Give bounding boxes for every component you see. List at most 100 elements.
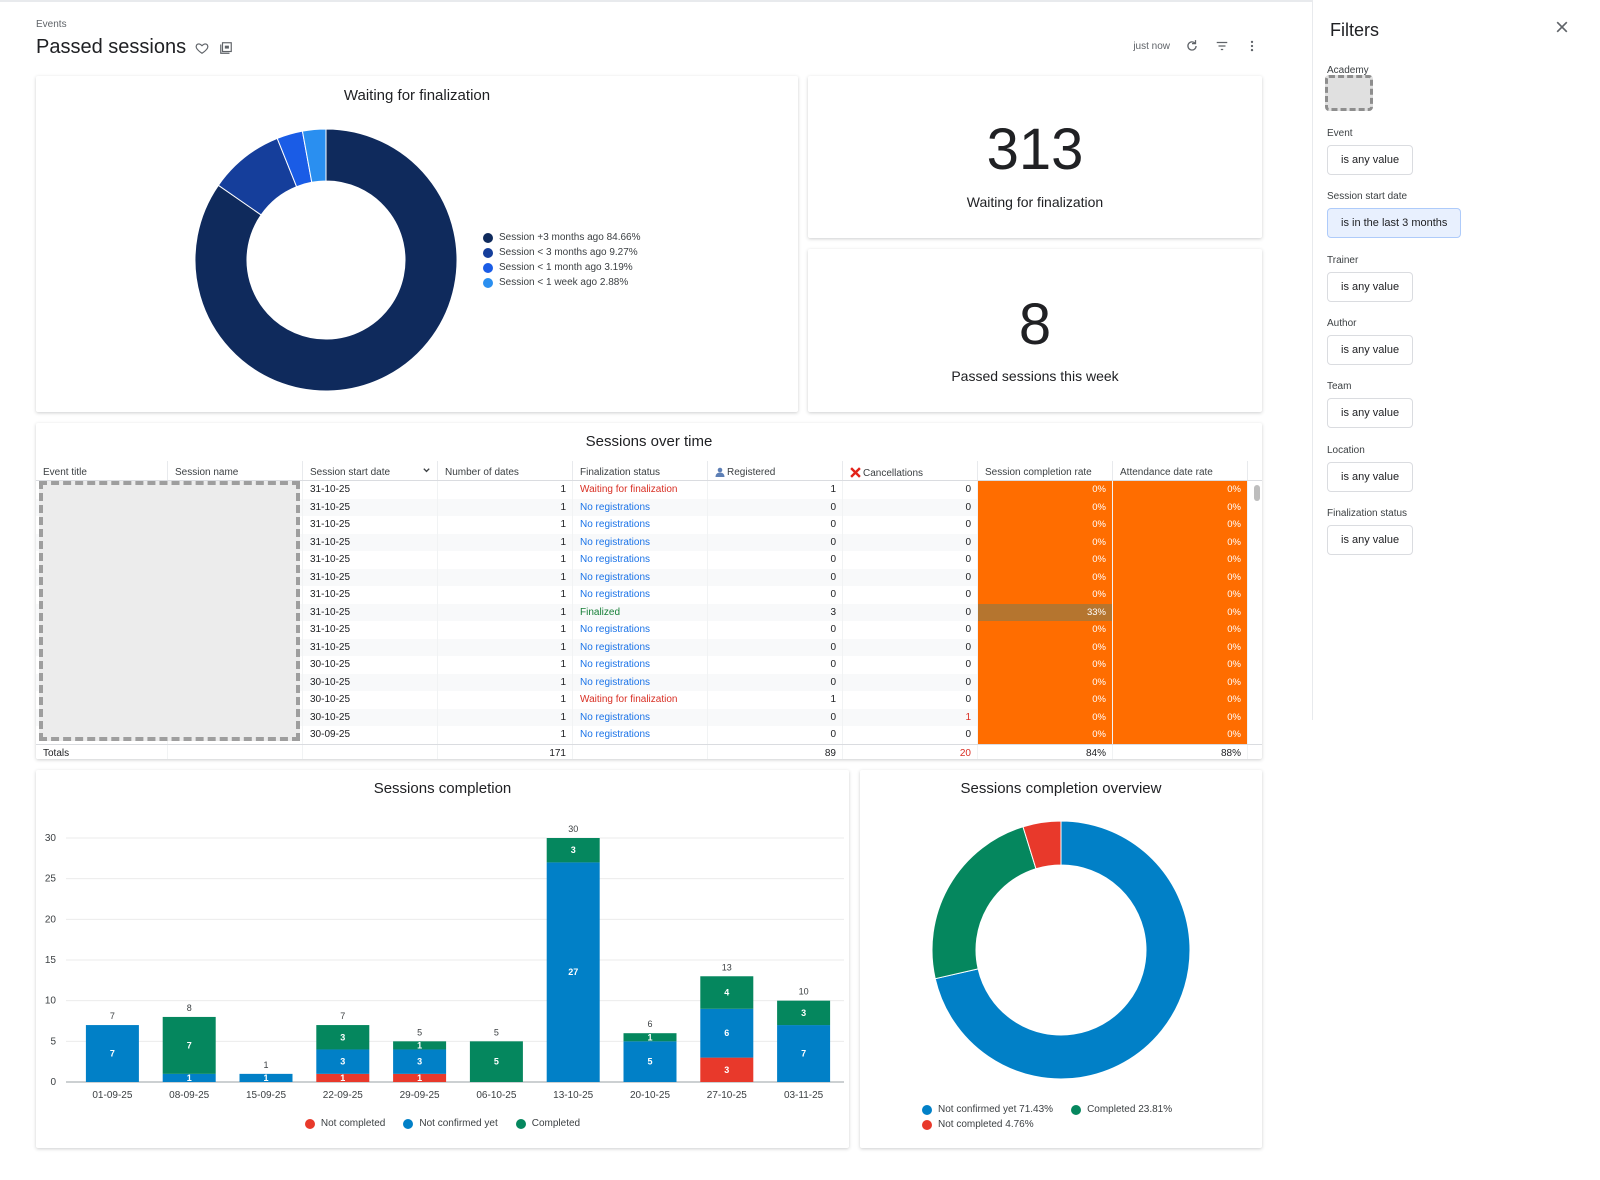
totals-empty: [303, 744, 438, 759]
overview-donut-slice[interactable]: [931, 826, 1037, 980]
legend-item: Completed: [515, 1116, 580, 1131]
bar-segment[interactable]: [85, 1025, 139, 1082]
heart-icon[interactable]: [194, 40, 210, 56]
bar-segment[interactable]: [393, 1041, 447, 1050]
bar-segment[interactable]: [469, 1041, 523, 1082]
cell-cancellations: 0: [843, 516, 978, 534]
filter-chip-trainer[interactable]: is any value: [1327, 272, 1414, 302]
filter-chip-team[interactable]: is any value: [1327, 398, 1414, 428]
bar-segment[interactable]: [623, 1033, 677, 1042]
waiting-donut-chart: [194, 128, 458, 392]
x-tick-label: 22-09-25: [323, 1090, 363, 1101]
kpi-week-label: Passed sessions this week: [951, 368, 1119, 384]
table-row[interactable]: 31-10-25 1 No registrations 0 0 0% 0%: [36, 586, 1262, 604]
top-divider: [0, 0, 1600, 2]
overview-donut-slice[interactable]: [934, 820, 1191, 1080]
legend-item: Not confirmed yet: [403, 1116, 498, 1131]
bar-segment[interactable]: [239, 1073, 293, 1082]
sort-chevron-icon[interactable]: [422, 466, 431, 478]
col-finalization-status[interactable]: Finalization status: [573, 461, 708, 480]
bar-value-label: 3: [340, 1032, 345, 1042]
table-row[interactable]: 30-10-25 1 Waiting for finalization 1 0 0% 0%: [36, 691, 1262, 709]
cell-finalization-status: No registrations: [573, 533, 708, 551]
col-session-completion-rate[interactable]: Session completion rate: [978, 461, 1113, 480]
col-event-title[interactable]: Event title: [36, 461, 168, 480]
cell-session-completion-rate: 0%: [978, 691, 1113, 709]
cell-session-start-date: 31-10-25: [303, 586, 438, 604]
bar-segment[interactable]: [393, 1073, 447, 1082]
bar-segment[interactable]: [700, 1008, 754, 1058]
table-row[interactable]: 31-10-25 1 No registrations 0 0 0% 0%: [36, 621, 1262, 639]
bar-segment[interactable]: [316, 1049, 370, 1074]
filter-icon[interactable]: [1214, 38, 1230, 54]
bar-segment[interactable]: [162, 1073, 216, 1082]
cell-registered: 0: [708, 498, 843, 516]
table-row[interactable]: 31-10-25 1 No registrations 0 0 0% 0%: [36, 516, 1262, 534]
legend-label: Session < 1 month ago 3.19%: [499, 262, 633, 273]
y-tick-label: 20: [45, 914, 57, 925]
filter-chip-session-start-date[interactable]: is in the last 3 months: [1327, 208, 1462, 238]
close-icon[interactable]: [1556, 20, 1568, 36]
table-scrollbar[interactable]: [1254, 485, 1260, 501]
col-number-of-dates[interactable]: Number of dates: [438, 461, 573, 480]
bar-segment[interactable]: [777, 1000, 831, 1026]
cell-finalization-status: No registrations: [573, 586, 708, 604]
cell-registered: 0: [708, 586, 843, 604]
refresh-icon[interactable]: [1184, 38, 1200, 54]
cell-registered: 1: [708, 481, 843, 499]
waiting-donut-slice[interactable]: [301, 128, 327, 183]
bar-total-label: 7: [340, 1011, 345, 1021]
cell-number-of-dates: 1: [438, 708, 573, 726]
filter-chip-finalization-status[interactable]: is any value: [1327, 525, 1414, 555]
bar-segment[interactable]: [700, 976, 754, 1009]
overview-donut-slice[interactable]: [1022, 820, 1062, 870]
breadcrumb[interactable]: Events: [36, 19, 67, 30]
bar-segment[interactable]: [316, 1025, 370, 1050]
filter-chip-author[interactable]: is any value: [1327, 335, 1414, 365]
table-row[interactable]: 30-10-25 1 No registrations 0 1 0% 0%: [36, 708, 1262, 726]
cell-session-completion-rate: 0%: [978, 586, 1113, 604]
cell-attendance-date-rate: 0%: [1113, 673, 1248, 691]
bar-segment[interactable]: [393, 1049, 447, 1074]
bar-segment[interactable]: [316, 1073, 370, 1082]
x-tick-label: 20-10-25: [630, 1090, 670, 1101]
waiting-donut-slice[interactable]: [194, 128, 458, 392]
filter-chip-event[interactable]: is any value: [1327, 145, 1414, 175]
bar-total-label: 1: [263, 1060, 268, 1070]
legend-dot: [483, 262, 493, 273]
refresh-status: just now: [1133, 40, 1170, 52]
bar-segment[interactable]: [777, 1025, 831, 1082]
cell-session-start-date: 31-10-25: [303, 481, 438, 499]
y-tick-label: 15: [45, 955, 57, 966]
cell-registered: 0: [708, 568, 843, 586]
kpi-week-value: 8: [1018, 292, 1052, 357]
bar-segment[interactable]: [546, 862, 600, 1082]
bar-segment[interactable]: [700, 1057, 754, 1082]
col-cancellations[interactable]: Cancellations: [843, 461, 978, 480]
x-tick-label: 06-10-25: [476, 1090, 516, 1101]
col-session-start-date[interactable]: Session start date: [303, 461, 438, 480]
academy-filter-chip[interactable]: [1325, 75, 1373, 111]
cell-attendance-date-rate: 0%: [1113, 568, 1248, 586]
col-attendance-date-rate[interactable]: Attendance date rate: [1113, 461, 1248, 480]
col-session-name[interactable]: Session name: [168, 461, 303, 480]
legend-label: Not completed 4.76%: [938, 1119, 1034, 1130]
filter-label-event: Event: [1327, 128, 1353, 139]
table-row[interactable]: 30-10-25 1 No registrations 0 0 0% 0%: [36, 656, 1262, 674]
col-registered[interactable]: Registered: [708, 461, 843, 480]
table-row[interactable]: 31-10-25 1 Waiting for finalization 1 0 0% 0%: [36, 481, 1262, 499]
x-tick-label: 27-10-25: [707, 1090, 747, 1101]
table-row[interactable]: 30-09-25 1 No registrations 0 0 0% 0%: [36, 726, 1262, 744]
legend-label: Not confirmed yet: [419, 1118, 498, 1129]
more-vert-icon[interactable]: [1244, 38, 1260, 54]
bar-total-label: 13: [722, 962, 732, 972]
filter-label-session-start-date: Session start date: [1327, 191, 1408, 202]
filter-chip-location[interactable]: is any value: [1327, 462, 1414, 492]
bar-segment[interactable]: [623, 1041, 677, 1082]
table-row[interactable]: 31-10-25 1 No registrations 0 0 0% 0%: [36, 551, 1262, 569]
folder-icon[interactable]: [218, 40, 234, 56]
bar-segment[interactable]: [162, 1016, 216, 1074]
cell-cancellations: 0: [843, 586, 978, 604]
filter-label-location: Location: [1327, 445, 1365, 456]
bar-segment[interactable]: [546, 838, 600, 863]
